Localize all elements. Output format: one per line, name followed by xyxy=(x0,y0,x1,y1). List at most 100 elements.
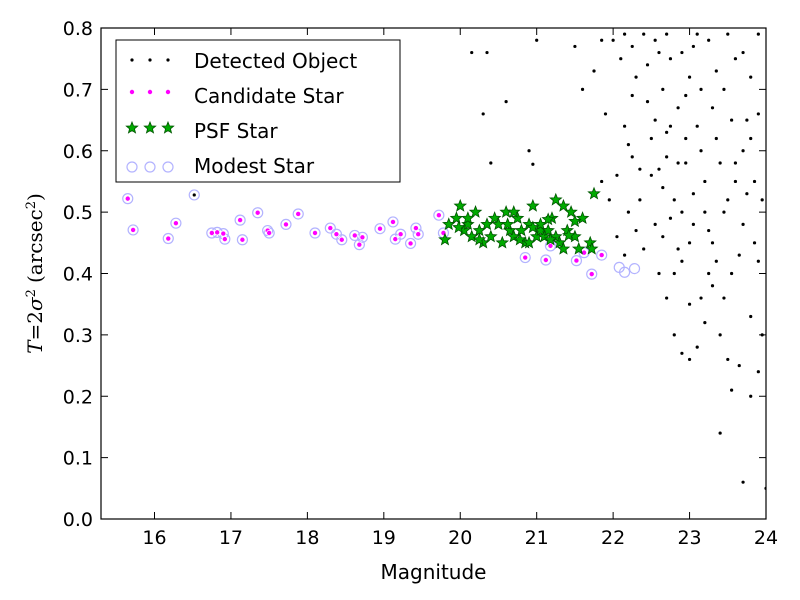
point-detected-object-107 xyxy=(642,32,646,36)
point-detected-object-90 xyxy=(668,216,673,220)
point-detected-object-24 xyxy=(672,198,676,202)
point-detected-object-66 xyxy=(695,345,699,349)
point-candidate-star-29 xyxy=(435,212,442,219)
point-detected-object-15 xyxy=(626,143,631,147)
point-psf-star-46 xyxy=(472,232,487,246)
point-modest-star-2 xyxy=(162,232,174,245)
point-modest-star-40 xyxy=(618,266,631,278)
point-detected-object-95 xyxy=(676,247,680,251)
x-tick-label: 24 xyxy=(754,527,778,549)
point-detected-object-94 xyxy=(668,124,673,128)
point-detected-object-84 xyxy=(760,198,764,202)
point-detected-object-75 xyxy=(653,118,657,122)
y-tick-label: 0.1 xyxy=(63,448,93,470)
point-modest-star-4 xyxy=(188,189,200,201)
point-detected-object-69 xyxy=(680,351,684,355)
point-detected-object-51 xyxy=(749,394,753,398)
point-detected-object-116 xyxy=(626,210,631,214)
point-detected-object-45 xyxy=(752,179,757,184)
point-candidate-star-37 xyxy=(588,271,595,278)
point-psf-star-3 xyxy=(453,198,468,212)
point-detected-object-2 xyxy=(531,162,535,166)
point-detected-object-67 xyxy=(703,321,707,325)
ylabel-sq: 2 xyxy=(24,289,39,297)
point-detected-object-61 xyxy=(600,179,604,184)
x-tick-label: 18 xyxy=(295,527,319,549)
point-candidate-star-24 xyxy=(392,236,399,243)
y-tick-label: 0.0 xyxy=(63,509,93,531)
point-detected-object-26 xyxy=(680,259,684,263)
point-modest-star-41 xyxy=(628,262,641,275)
point-modest-star-23 xyxy=(374,223,386,235)
legend-marker xyxy=(126,161,138,173)
y-tick-label: 0.4 xyxy=(63,264,93,286)
y-tick-label: 0.2 xyxy=(63,386,93,408)
ylabel-units-sq: 2 xyxy=(24,201,39,209)
point-detected-object-39 xyxy=(730,271,734,276)
point-candidate-star-2 xyxy=(165,235,172,242)
point-candidate-star-18 xyxy=(338,236,345,243)
point-detected-object-82 xyxy=(749,75,753,79)
point-modest-star-35 xyxy=(570,255,583,267)
legend-marker xyxy=(166,58,170,62)
point-detected-object-93 xyxy=(638,167,642,171)
point-psf-star-49 xyxy=(543,232,558,246)
point-psf-star-37 xyxy=(507,205,521,218)
x-tick-label: 20 xyxy=(448,527,472,549)
point-psf-star-44 xyxy=(541,212,555,226)
legend-marker xyxy=(144,161,156,173)
point-detected-object-118 xyxy=(680,210,684,214)
legend-marker xyxy=(148,58,152,62)
point-detected-object-38 xyxy=(726,198,730,202)
point-detected-object-8 xyxy=(535,38,539,42)
point-detected-object-40 xyxy=(733,161,738,165)
point-psf-star-11 xyxy=(487,211,502,225)
legend: Detected Object Candidate Star PSF Star Mod… xyxy=(115,39,401,183)
point-detected-object-68 xyxy=(710,284,715,288)
point-detected-object-16 xyxy=(634,75,638,79)
point-candidate-star-28 xyxy=(415,231,422,238)
point-detected-object-105 xyxy=(622,124,627,128)
point-detected-object-79 xyxy=(600,38,604,42)
y-tick-label: 0.7 xyxy=(63,79,93,101)
series-detected-object xyxy=(192,32,766,490)
point-detected-object-13 xyxy=(611,38,615,42)
point-detected-object-120 xyxy=(684,136,688,141)
point-detected-object-70 xyxy=(687,357,692,362)
point-detected-object-20 xyxy=(657,167,661,171)
point-detected-object-59 xyxy=(615,235,619,239)
point-detected-object-43 xyxy=(745,118,749,122)
legend-marker xyxy=(143,120,157,134)
point-detected-object-35 xyxy=(714,136,718,141)
point-candidate-star-26 xyxy=(407,240,414,247)
point-detected-object-62 xyxy=(657,271,661,276)
point-detected-object-9 xyxy=(573,44,577,49)
point-candidate-star-32 xyxy=(542,256,549,263)
point-psf-star-27 xyxy=(552,235,567,249)
point-detected-object-101 xyxy=(737,253,741,257)
point-candidate-star-14 xyxy=(295,210,302,217)
point-psf-star-40 xyxy=(549,229,563,243)
point-detected-object-10 xyxy=(580,87,585,91)
point-detected-object-89 xyxy=(691,192,695,196)
point-modest-star-30 xyxy=(433,209,445,221)
point-detected-object-97 xyxy=(714,69,718,73)
point-detected-object-21 xyxy=(661,235,665,239)
point-candidate-star-21 xyxy=(359,234,366,241)
point-modest-star-9 xyxy=(234,214,246,226)
point-detected-object-54 xyxy=(756,370,760,374)
point-detected-object-1 xyxy=(527,149,531,153)
point-detected-object-17 xyxy=(638,198,642,202)
point-detected-object-6 xyxy=(489,161,493,165)
point-detected-object-96 xyxy=(699,87,703,91)
legend-marker xyxy=(128,89,135,96)
point-detected-object-50 xyxy=(730,388,734,392)
point-detected-object-121 xyxy=(665,155,669,159)
point-psf-star-26 xyxy=(549,192,563,206)
point-candidate-star-7 xyxy=(221,236,228,243)
point-detected-object-87 xyxy=(707,228,711,233)
point-psf-star-7 xyxy=(468,205,483,218)
point-psf-star-16 xyxy=(510,211,525,225)
point-candidate-star-4 xyxy=(208,229,215,236)
point-detected-object-42 xyxy=(741,222,745,226)
